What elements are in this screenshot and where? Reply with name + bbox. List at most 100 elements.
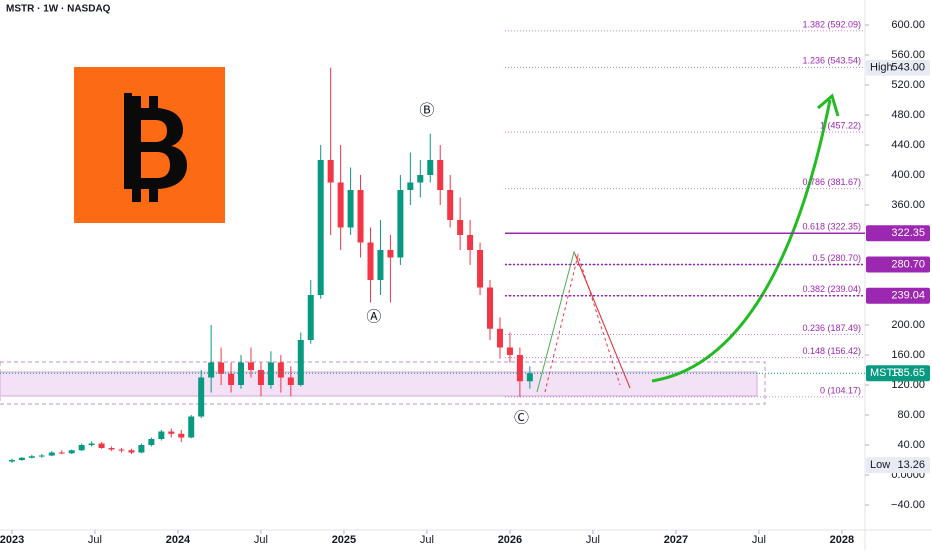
price-tag-value: 280.70 (891, 258, 925, 270)
candle-body (377, 249, 384, 281)
support-zone (0, 361, 766, 405)
y-tick-label: 440.00 (891, 139, 925, 151)
y-tick-label: 120.00 (891, 379, 925, 391)
candle-body (78, 445, 85, 451)
candle-body (526, 373, 533, 382)
candle-body (357, 189, 364, 243)
candle-body (247, 362, 254, 371)
y-tick-label: 560.00 (891, 49, 925, 61)
wave-label: Ⓐ (366, 308, 381, 325)
fib-label: 0.382 (239.04) (802, 284, 861, 294)
y-tick-label: 480.00 (891, 109, 925, 121)
candle-body (477, 249, 484, 288)
candle-body (467, 234, 474, 250)
candle-body (287, 377, 294, 386)
wave-label: Ⓑ (419, 102, 434, 119)
candle-body (487, 287, 494, 329)
price-tag (866, 59, 930, 76)
y-tick-label: 360.00 (891, 199, 925, 211)
candle-body (417, 174, 424, 183)
candle-body (437, 159, 444, 190)
candle-body (18, 457, 25, 461)
candle-body (367, 242, 374, 281)
candle-body (8, 460, 15, 462)
candle-body (307, 295, 314, 341)
x-tick-label: Jul (752, 534, 766, 546)
projection-b (574, 253, 631, 389)
candle-body (148, 439, 155, 446)
candle-body (208, 362, 215, 378)
projections (536, 93, 840, 393)
candles (8, 67, 533, 464)
long-term-arrow (651, 99, 832, 383)
fib-label: 0.5 (280.70) (812, 253, 861, 263)
y-tick-label: −40.00 (891, 499, 925, 511)
candle-body (397, 189, 404, 258)
price-tag (866, 225, 930, 242)
zone-outer (0, 361, 766, 405)
candle-body (407, 182, 414, 190)
x-tick-label: 2027 (664, 534, 688, 546)
x-tick-label: Jul (88, 534, 102, 546)
price-tag-label: High (870, 62, 893, 74)
candle-body (138, 445, 145, 453)
candle-body (277, 362, 284, 378)
x-tick-label: Jul (254, 534, 268, 546)
x-tick-label: Jul (586, 534, 600, 546)
candle-body (347, 189, 354, 228)
price-tag-value: 13.26 (897, 459, 925, 471)
candle-body (158, 431, 165, 440)
fib-label: 1 (457.22) (820, 120, 861, 130)
price-tag (866, 365, 930, 382)
candle-body (387, 249, 394, 258)
fib-label: 1.382 (592.09) (802, 19, 861, 29)
candle-body (238, 362, 245, 386)
y-tick-label: 600.00 (891, 19, 925, 31)
projection-c (544, 253, 621, 393)
arrow-head (817, 93, 840, 117)
y-tick-label: 160.00 (891, 349, 925, 361)
logo-symbol (124, 93, 187, 202)
candle-body (506, 347, 513, 356)
candle-body (297, 340, 304, 386)
fib-label: 0.618 (322.35) (802, 222, 861, 232)
x-tick-label: Jul (420, 534, 434, 546)
price-tag (866, 457, 930, 474)
x-tick-label: 2028 (830, 534, 854, 546)
bitcoin-logo (74, 67, 225, 223)
y-tick-label: 80.00 (897, 409, 925, 421)
price-tag (866, 287, 930, 304)
candle-body (327, 159, 334, 183)
candle-body (427, 159, 434, 175)
candle-body (68, 450, 75, 454)
price-tag-value: 322.35 (891, 227, 925, 239)
candle-body (118, 449, 125, 451)
price-tag (866, 256, 930, 273)
x-tick-label: 2025 (332, 534, 356, 546)
candle-body (516, 355, 523, 382)
candle-body (447, 189, 454, 220)
candle-body (188, 416, 195, 438)
x-tick-label: 2026 (498, 534, 522, 546)
fib-label: 1.236 (543.54) (802, 56, 861, 66)
candle-body (496, 328, 503, 348)
candle-body (108, 448, 115, 450)
price-tag-value: 543.00 (891, 62, 925, 74)
wave-label: Ⓒ (514, 410, 529, 427)
x-tick-label: 2024 (166, 534, 191, 546)
candle-body (218, 362, 225, 374)
candle-body (38, 455, 45, 457)
candle-body (48, 452, 55, 456)
candle-body (98, 443, 105, 449)
candle-body (317, 159, 324, 296)
candle-body (128, 450, 135, 453)
zone-inner (0, 371, 758, 397)
y-tick-label: 200.00 (891, 319, 925, 331)
y-tick-label: 520.00 (891, 79, 925, 91)
fib-label: 0.786 (381.67) (802, 177, 861, 187)
y-tick-label: 40.00 (897, 439, 925, 451)
chart-title: MSTR · 1W · NASDAQ (6, 4, 111, 15)
candle-body (257, 370, 264, 386)
candle-body (457, 219, 464, 235)
